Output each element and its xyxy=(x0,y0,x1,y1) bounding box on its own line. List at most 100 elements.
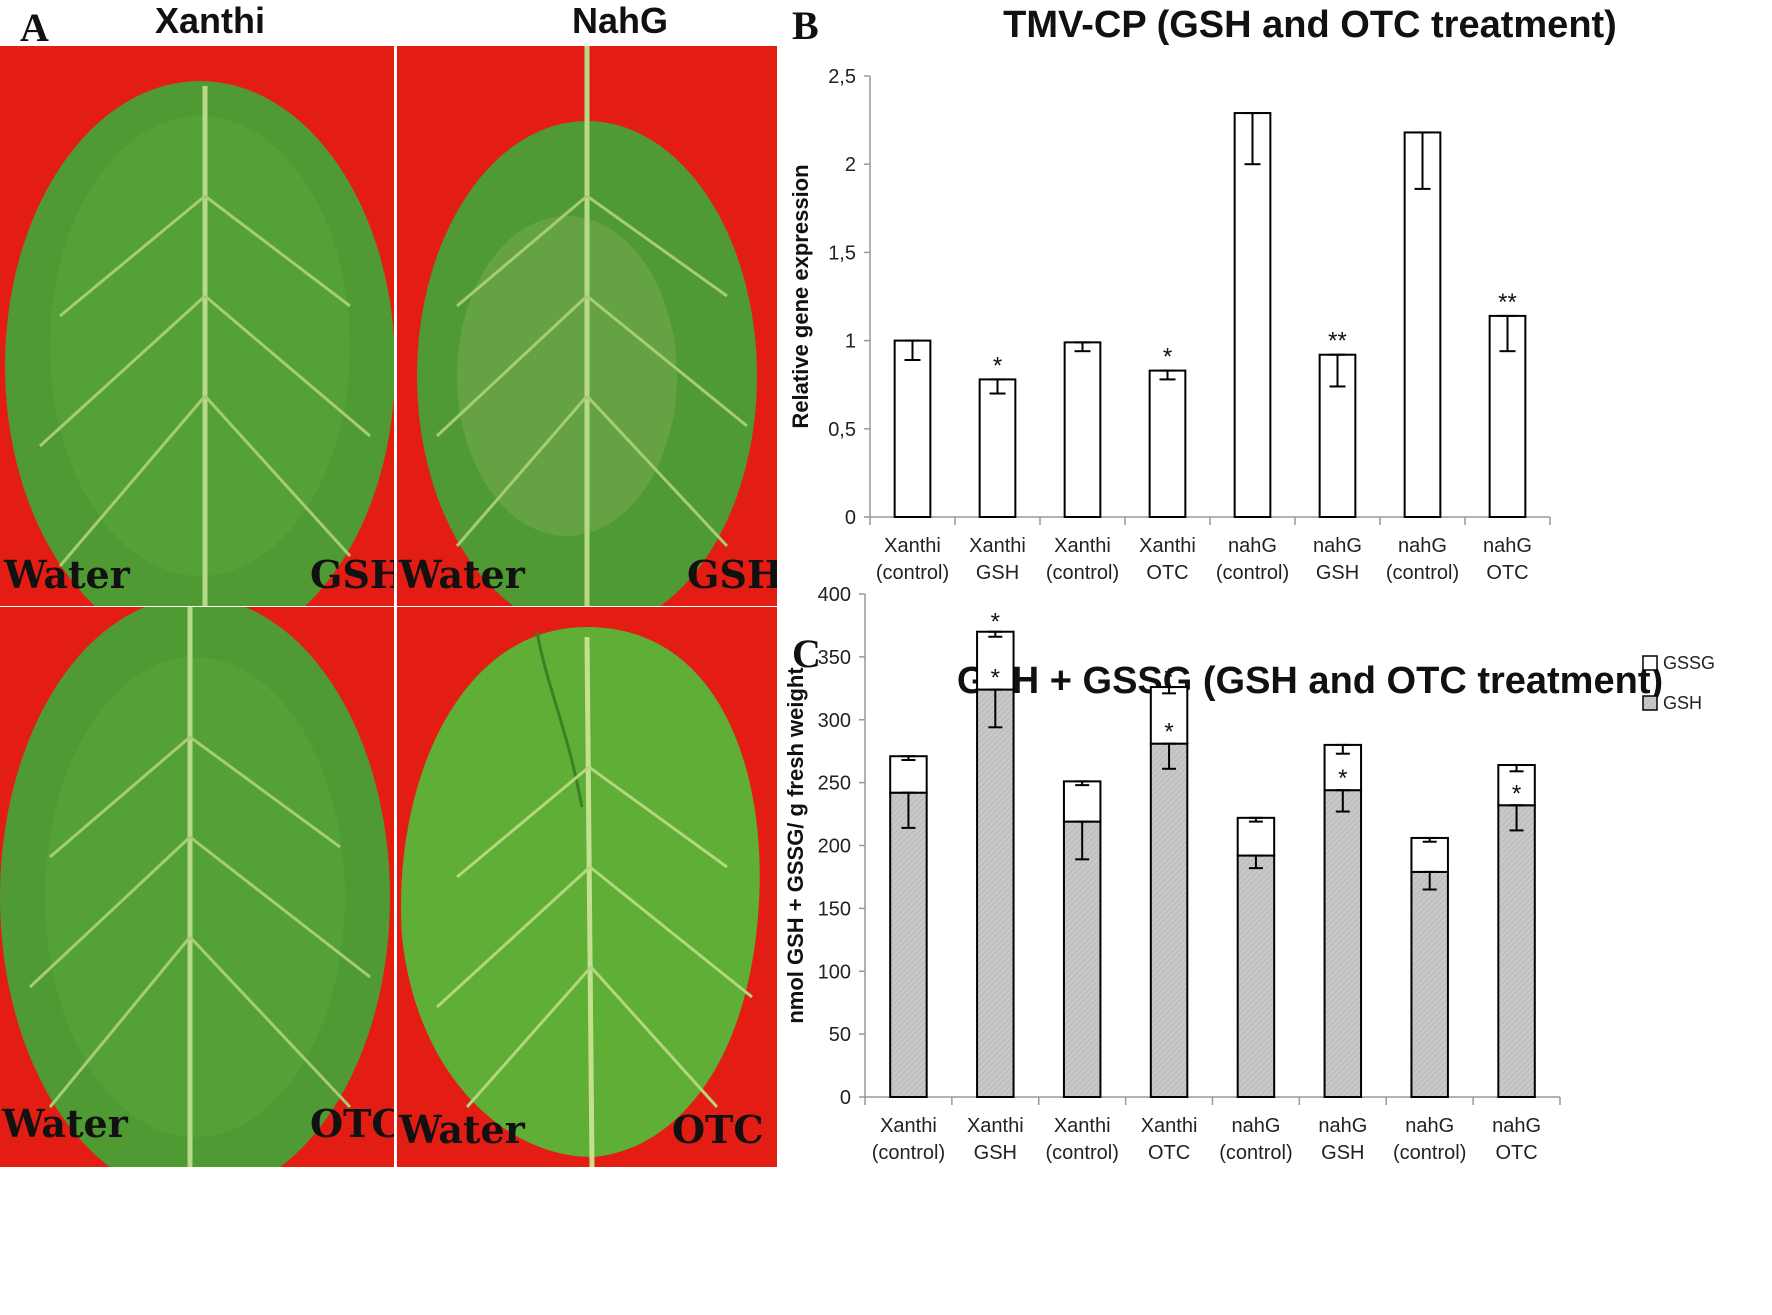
label-treatment: OTC xyxy=(672,1107,764,1152)
bar-gsh xyxy=(1497,804,1536,1098)
label-treatment: OTC xyxy=(310,1101,394,1146)
label-water: Water xyxy=(399,552,525,597)
x-tick-label: Xanthi xyxy=(1139,535,1196,557)
y-axis-title: Relative gene expression xyxy=(790,164,813,428)
x-tick-label: (control) xyxy=(1046,1142,1119,1164)
x-tick-label: GSH xyxy=(1316,562,1359,584)
x-tick-label: GSH xyxy=(1321,1142,1364,1164)
column-title-xanthi: Xanthi xyxy=(154,0,265,41)
significance-marker: * xyxy=(1164,664,1173,691)
label-water: Water xyxy=(2,1101,128,1146)
bar xyxy=(1403,131,1442,518)
chart-c-title: GSH + GSSG (GSH and OTC treatment) xyxy=(956,660,1664,702)
significance-marker: * xyxy=(1338,765,1347,792)
y-tick-label: 150 xyxy=(818,898,851,920)
x-tick-label: Xanthi xyxy=(884,535,941,557)
bar-gsh xyxy=(1062,820,1102,1098)
x-tick-label: nahG xyxy=(1318,1115,1367,1137)
leaf-image xyxy=(5,81,394,606)
x-tick-label: (control) xyxy=(872,1142,945,1164)
legend-swatch-gssg xyxy=(1642,655,1658,671)
x-tick-label: (control) xyxy=(1046,562,1119,584)
bar-gssg xyxy=(1410,836,1449,873)
significance-marker: * xyxy=(993,352,1002,379)
panel-c-letter: C xyxy=(792,630,821,677)
x-tick-label: (control) xyxy=(1393,1142,1466,1164)
y-tick-label: 2,5 xyxy=(828,66,856,88)
label-water: Water xyxy=(399,1107,525,1152)
x-tick-label: Xanthi xyxy=(969,535,1026,557)
y-tick-label: 300 xyxy=(818,710,851,732)
y-tick-label: 1,5 xyxy=(828,242,856,264)
bar-gssg xyxy=(889,755,928,794)
x-tick-label: OTC xyxy=(1495,1142,1537,1164)
x-tick-label: GSH xyxy=(974,1142,1017,1164)
significance-marker: * xyxy=(1512,780,1521,807)
bar-gsh xyxy=(976,688,1015,1098)
x-tick-label: (control) xyxy=(1386,562,1459,584)
panel-b-letter-text: B xyxy=(792,3,819,48)
bar xyxy=(1233,112,1272,518)
panel-c-letter-text: C xyxy=(792,631,821,676)
y-tick-label: 100 xyxy=(818,961,851,983)
y-tick-label: 0 xyxy=(845,507,856,529)
x-tick-label: nahG xyxy=(1405,1115,1454,1137)
bar-gsh xyxy=(889,791,928,1098)
y-tick-label: 2 xyxy=(845,154,856,176)
x-tick-label: Xanthi xyxy=(1141,1115,1198,1137)
x-tick-label: (control) xyxy=(876,562,949,584)
leaf-image xyxy=(400,627,760,1167)
y-tick-label: 50 xyxy=(829,1024,851,1046)
chart-b: 0 0,5 1 1,5 2 2,5 Xanthi (control) Xanthi GSH Xant… xyxy=(790,66,1551,584)
y-tick-label: 200 xyxy=(818,836,851,858)
bar xyxy=(978,378,1017,518)
x-tick-label: Xanthi xyxy=(1054,535,1111,557)
y-tick-label: 350 xyxy=(818,647,851,669)
label-treatment: GSH xyxy=(310,552,394,597)
panel-a-letter: A xyxy=(20,5,49,50)
significance-marker: * xyxy=(1163,344,1172,371)
bar-gssg xyxy=(1236,816,1276,857)
legend-label-gsh: GSH xyxy=(1663,693,1702,713)
photo-xanthi-otc: Water OTC xyxy=(0,607,394,1167)
bar xyxy=(893,339,932,518)
label-water: Water xyxy=(4,552,130,597)
x-tick-label: OTC xyxy=(1486,562,1528,584)
x-tick-label: nahG xyxy=(1231,1115,1280,1137)
bar-gsh xyxy=(1149,742,1189,1099)
bar xyxy=(1488,314,1527,518)
bar xyxy=(1063,341,1102,519)
y-tick-label: 1 xyxy=(845,331,856,353)
x-tick-label: Xanthi xyxy=(1054,1115,1111,1137)
photo-nahg-otc: Water OTC xyxy=(397,607,777,1167)
x-tick-label: (control) xyxy=(1216,562,1289,584)
significance-marker: ** xyxy=(1328,328,1347,355)
x-tick-label: Xanthi xyxy=(880,1115,937,1137)
y-tick-label: 0,5 xyxy=(828,419,856,441)
bar-gsh xyxy=(1323,789,1363,1098)
y-tick-label: 250 xyxy=(818,773,851,795)
y-axis-title: nmol GSH + GSSG/ g fresh weight xyxy=(783,667,808,1024)
label-treatment: GSH xyxy=(687,552,777,597)
chart-c: 0 50 100 150 200 250 300 350 400 Xanthi (control) X… xyxy=(783,584,1715,1164)
x-tick-label: nahG xyxy=(1483,535,1532,557)
y-tick-label: 400 xyxy=(818,584,851,606)
bar-gsh xyxy=(1236,854,1276,1098)
chart-b-title: TMV-CP (GSH and OTC treatment) xyxy=(1003,4,1617,46)
significance-marker: ** xyxy=(1498,289,1517,316)
x-tick-label: GSH xyxy=(976,562,1019,584)
legend-label-gssg: GSSG xyxy=(1663,653,1715,673)
x-tick-label: OTC xyxy=(1148,1142,1190,1164)
panel-b-letter: B xyxy=(792,2,819,49)
bar xyxy=(1148,369,1187,519)
significance-marker: * xyxy=(991,665,1000,692)
x-tick-label: nahG xyxy=(1313,535,1362,557)
x-tick-label: nahG xyxy=(1398,535,1447,557)
x-tick-label: nahG xyxy=(1228,535,1277,557)
x-tick-label: (control) xyxy=(1219,1142,1292,1164)
leaf-image xyxy=(0,607,390,1167)
photo-xanthi-gsh: Water GSH xyxy=(0,46,394,606)
significance-marker: * xyxy=(1164,719,1173,746)
photo-nahg-gsh: Water GSH xyxy=(397,46,777,606)
x-tick-label: Xanthi xyxy=(967,1115,1024,1137)
